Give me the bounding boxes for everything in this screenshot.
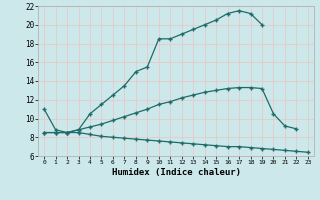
X-axis label: Humidex (Indice chaleur): Humidex (Indice chaleur) [111, 168, 241, 177]
